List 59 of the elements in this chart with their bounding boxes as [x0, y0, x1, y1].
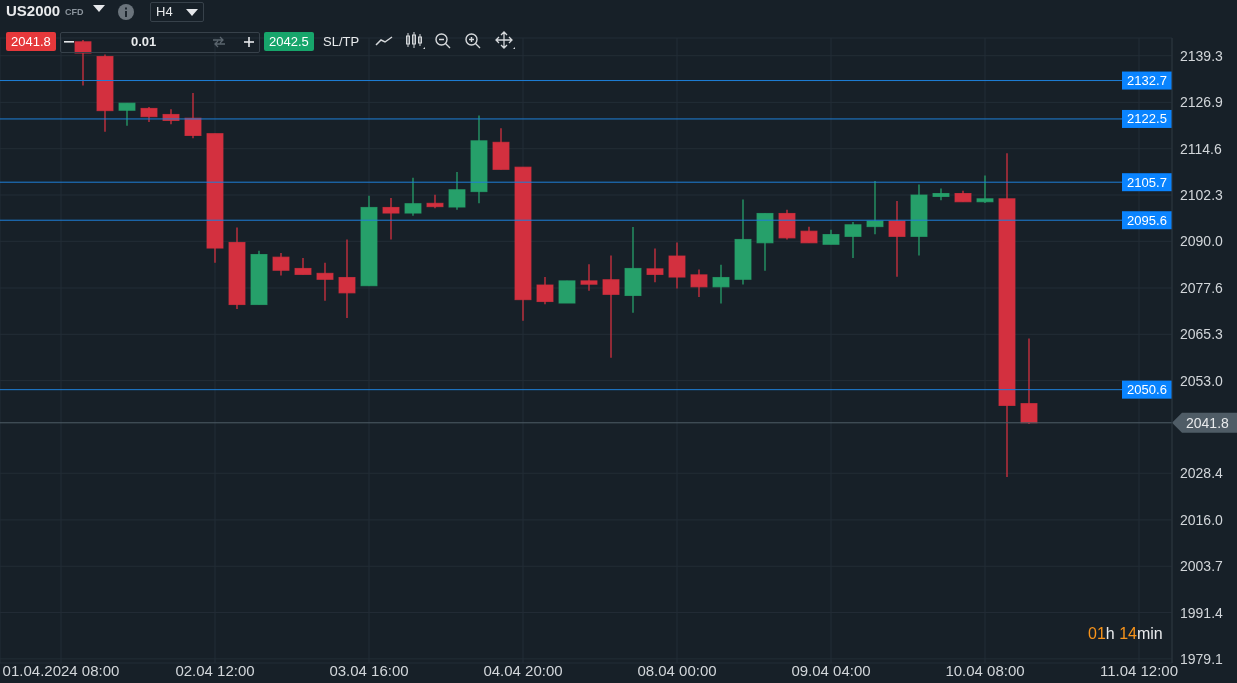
y-tick-label: 2077.6: [1180, 279, 1224, 296]
candlestick: [184, 92, 202, 139]
candlestick: [118, 102, 136, 127]
candlestick: [338, 238, 356, 319]
candlestick: [668, 241, 686, 290]
candlestick: [1020, 337, 1038, 425]
annotation: 0.01: [131, 34, 157, 49]
y-tick-label: 2016.0: [1180, 511, 1224, 528]
y-tick-label: 2102.3: [1180, 186, 1224, 203]
ref-line-label: 2132.7: [1127, 73, 1167, 89]
candlestick: [976, 174, 994, 204]
y-tick-label: 2126.9: [1180, 94, 1224, 111]
candlestick: [382, 197, 400, 241]
y-tick-label: 2003.7: [1180, 558, 1224, 575]
candlestick: [580, 263, 598, 292]
candlestick: [690, 268, 708, 298]
candlestick: [404, 177, 422, 217]
ref-line-label: 2105.7: [1127, 174, 1167, 190]
candlestick: [316, 262, 334, 302]
ref-line-label: 2095.6: [1127, 212, 1167, 228]
candlestick: [272, 252, 290, 277]
candlestick: [558, 280, 576, 304]
x-tick-label: 08.04 00:00: [637, 661, 717, 679]
y-tick-label: 2053.0: [1180, 372, 1224, 389]
y-tick-label: 1979.1: [1180, 650, 1224, 667]
candlestick: [888, 200, 906, 278]
candlestick: [536, 276, 554, 305]
y-tick-label: 2028.4: [1180, 465, 1224, 482]
x-tick-label: 01.04.2024 08:00: [2, 661, 120, 679]
text: CFD: [65, 7, 84, 17]
candlestick: [866, 180, 884, 235]
candlestick: [932, 187, 950, 201]
ref-line-label: 2050.6: [1127, 382, 1167, 398]
annotation: 01h 14min: [1088, 625, 1163, 642]
y-tick-label: 2090.0: [1180, 233, 1224, 250]
x-tick-label: 11.04 12:00: [1099, 661, 1179, 679]
candlestick: [602, 254, 620, 359]
y-tick-label: 2114.6: [1180, 140, 1222, 157]
text: H4: [156, 4, 173, 19]
candlestick: [712, 264, 730, 305]
x-tick-label: 04.04 20:00: [483, 661, 563, 679]
candlestick: [426, 193, 444, 209]
x-tick-label: 09.04 04:00: [791, 661, 871, 679]
y-tick-label: 2139.3: [1180, 47, 1224, 64]
annotation: 2042.5: [264, 32, 314, 51]
x-tick-label: 02.04 12:00: [175, 661, 255, 679]
candlestick: [294, 257, 312, 276]
ref-line-label: 2122.5: [1127, 111, 1167, 127]
y-tick-label: 1991.4: [1180, 604, 1224, 621]
x-tick-label: 03.04 16:00: [329, 661, 409, 679]
candlestick: [844, 221, 862, 259]
candlestick: [448, 171, 466, 211]
ref-line-label: 2041.8: [1186, 414, 1230, 431]
chart-title: US2000: [6, 2, 61, 19]
annotation: SL/TP: [323, 34, 360, 49]
candlestick: [646, 247, 664, 283]
annotation: 2041.8: [6, 32, 56, 51]
x-tick-label: 10.04 08:00: [945, 661, 1025, 679]
y-tick-label: 2065.3: [1180, 326, 1224, 343]
